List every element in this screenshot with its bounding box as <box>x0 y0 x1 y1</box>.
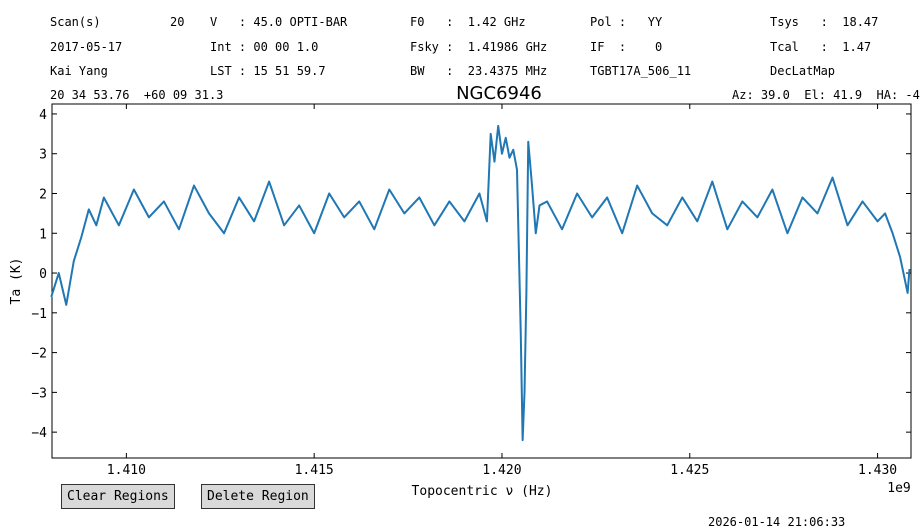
x-offset: 1e9 <box>887 481 910 496</box>
x-axis-label: Topocentric ν (Hz) <box>412 484 553 499</box>
delete-region-button[interactable]: Delete Region <box>201 484 315 509</box>
header-field: 2017-05-17 <box>50 40 122 54</box>
y-tick-label: 2 <box>39 187 47 202</box>
chart-title: NGC6946 <box>456 83 542 104</box>
header-field: Kai Yang <box>50 64 108 78</box>
spectrum-line <box>50 124 911 442</box>
header-field: LST : 15 51 59.7 <box>210 64 326 78</box>
y-tick-label: 4 <box>39 108 47 123</box>
y-tick-label: −2 <box>31 347 47 362</box>
header-field: Int : 00 00 1.0 <box>210 40 318 54</box>
x-tick-label: 1.420 <box>482 463 521 478</box>
y-tick-label: 1 <box>39 227 47 242</box>
y-tick-label: 3 <box>39 148 47 163</box>
header-field: Tsys : 18.47 <box>770 15 878 29</box>
y-tick-label: 0 <box>39 267 47 282</box>
header-field: 20 <box>170 15 184 29</box>
clear-regions-button[interactable]: Clear Regions <box>61 484 175 509</box>
x-tick-label: 1.410 <box>107 463 146 478</box>
header-field: DecLatMap <box>770 64 835 78</box>
timestamp: 2026-01-14 21:06:33 <box>708 515 845 529</box>
header-field: Tcal : 1.47 <box>770 40 871 54</box>
x-tick-label: 1.415 <box>295 463 334 478</box>
y-tick-label: −4 <box>31 426 47 441</box>
y-axis-label: Ta (K) <box>9 258 24 305</box>
y-tick-label: −1 <box>31 307 47 322</box>
header-field: V : 45.0 OPTI-BAR <box>210 15 348 29</box>
header-field: BW : 23.4375 MHz <box>410 64 547 78</box>
y-tick-label: −3 <box>31 386 47 401</box>
header-field: TGBT17A_506_11 <box>590 64 691 78</box>
header-field: 20 34 53.76 +60 09 31.3 <box>50 88 223 102</box>
x-tick-label: 1.430 <box>858 463 897 478</box>
x-tick-label: 1.425 <box>670 463 709 478</box>
header-field: IF : 0 <box>590 40 662 54</box>
header-field: F0 : 1.42 GHz <box>410 15 526 29</box>
header-field: Fsky : 1.41986 GHz <box>410 40 547 54</box>
header-field: Az: 39.0 El: 41.9 HA: -4 <box>732 88 920 102</box>
plot-frame <box>51 103 912 459</box>
header-field: Pol : YY <box>590 15 663 29</box>
header-field: Scan(s) <box>50 15 101 29</box>
